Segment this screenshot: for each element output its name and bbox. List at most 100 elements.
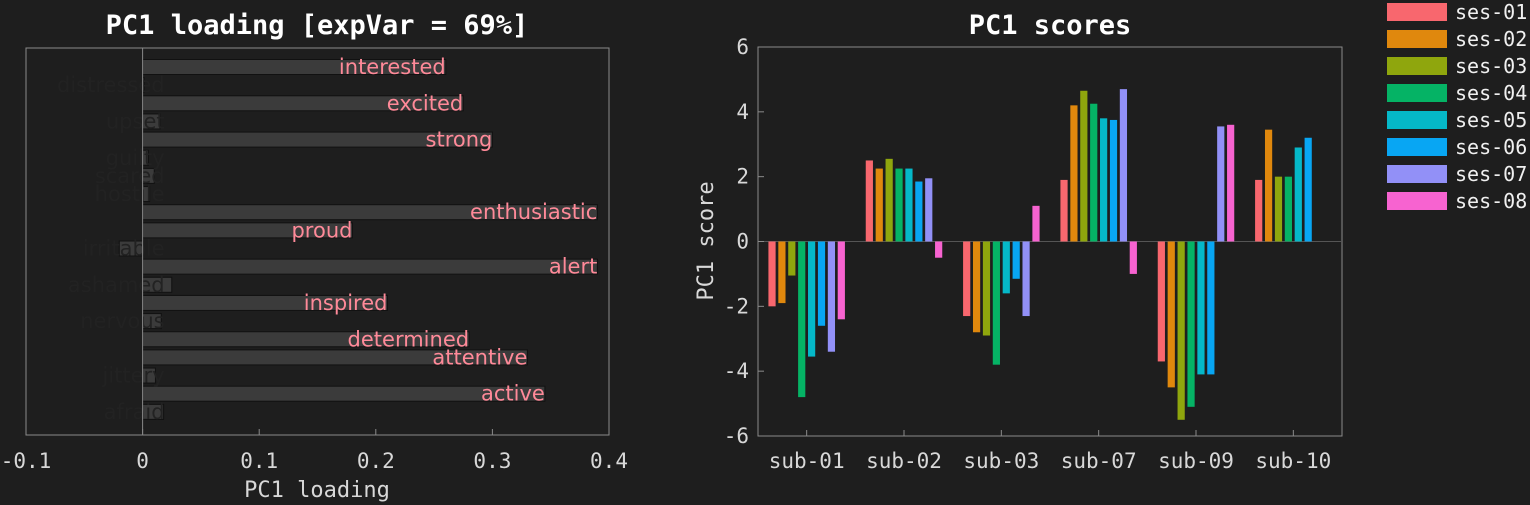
loading-bar-label: inspired bbox=[304, 291, 388, 315]
x-tick-label: sub-09 bbox=[1158, 449, 1234, 473]
score-bar bbox=[875, 168, 883, 242]
loading-bar-label: proud bbox=[291, 218, 352, 242]
score-bar bbox=[1187, 241, 1195, 407]
y-tick-label: -2 bbox=[724, 294, 749, 318]
legend-swatch bbox=[1387, 84, 1447, 102]
loading-bar-label: hostile bbox=[95, 182, 165, 206]
legend-label: ses-02 bbox=[1455, 27, 1527, 51]
loading-bar-label: nervous bbox=[80, 309, 164, 333]
score-bar bbox=[1002, 241, 1010, 294]
score-bar bbox=[1294, 147, 1302, 242]
score-bar bbox=[935, 241, 943, 258]
x-tick-label: sub-01 bbox=[769, 449, 845, 473]
loading-bar-label: active bbox=[481, 382, 545, 406]
score-bar bbox=[1032, 205, 1040, 242]
x-tick-label: -0.1 bbox=[1, 449, 52, 473]
score-bar bbox=[1177, 241, 1185, 420]
score-bar bbox=[1157, 241, 1165, 362]
loading-x-axis-label: PC1 loading bbox=[244, 478, 390, 503]
loading-bar-label: guilty bbox=[106, 146, 165, 170]
score-bar bbox=[1022, 241, 1030, 317]
x-tick-label: 0 bbox=[136, 449, 149, 473]
score-bar bbox=[817, 241, 826, 326]
x-tick-label: 0.1 bbox=[240, 449, 278, 473]
score-bar bbox=[1129, 241, 1137, 274]
score-bar bbox=[1217, 126, 1225, 242]
loading-bar-label: irritable bbox=[83, 237, 165, 261]
loading-plot-area bbox=[25, 47, 610, 436]
legend-label: ses-03 bbox=[1455, 54, 1527, 78]
loading-bar-label: enthusiastic bbox=[470, 200, 597, 224]
loading-chart-title: PC1 loading [expVar = 69%] bbox=[106, 10, 529, 41]
score-bar bbox=[915, 181, 923, 242]
y-tick-label: -6 bbox=[724, 424, 749, 448]
legend-label: ses-04 bbox=[1455, 81, 1527, 105]
loading-chart: PC1 loading [expVar = 69%] interested dis… bbox=[1, 10, 628, 503]
score-bar bbox=[1090, 103, 1098, 242]
score-bar bbox=[768, 241, 776, 307]
score-bar bbox=[1109, 119, 1118, 242]
score-bar bbox=[1012, 241, 1020, 279]
x-tick-label: 0.4 bbox=[590, 449, 628, 473]
legend-swatch bbox=[1387, 192, 1447, 210]
score-bar bbox=[1060, 179, 1068, 242]
loading-bar-label: upset bbox=[106, 109, 165, 133]
x-tick-label: sub-02 bbox=[866, 449, 942, 473]
legend-label: ses-07 bbox=[1455, 162, 1527, 186]
loading-bar-label: scared bbox=[95, 164, 165, 188]
score-bar bbox=[798, 241, 806, 398]
score-bar bbox=[1284, 176, 1292, 242]
loading-bar-label: jittery bbox=[101, 364, 164, 388]
score-bar bbox=[982, 241, 991, 336]
score-bar bbox=[972, 241, 981, 333]
score-bar bbox=[1197, 241, 1205, 375]
score-bar bbox=[1100, 118, 1108, 242]
y-tick-label: 2 bbox=[736, 165, 749, 189]
loading-bar-label: afraid bbox=[104, 400, 165, 424]
x-tick-label: sub-07 bbox=[1061, 449, 1137, 473]
legend-label: ses-05 bbox=[1455, 108, 1527, 132]
score-bar bbox=[1274, 176, 1283, 242]
score-bar bbox=[837, 241, 845, 320]
legend-swatch bbox=[1387, 165, 1447, 183]
loading-bar bbox=[142, 258, 598, 275]
score-bar bbox=[827, 241, 836, 352]
scores-legend: ses-01 ses-02 ses-03 ses-04 ses-05 ses-06 ses-… bbox=[1387, 0, 1527, 213]
scores-y-axis-label: PC1 score bbox=[694, 181, 719, 300]
score-bar bbox=[905, 168, 913, 242]
score-bar bbox=[1070, 105, 1078, 242]
score-bar bbox=[865, 160, 873, 242]
score-bar bbox=[788, 241, 796, 276]
legend-label: ses-08 bbox=[1455, 189, 1527, 213]
legend-swatch bbox=[1387, 57, 1447, 75]
y-tick-label: 0 bbox=[736, 230, 749, 254]
score-bar bbox=[992, 241, 1000, 365]
legend-swatch bbox=[1387, 3, 1447, 21]
y-tick-label: 6 bbox=[736, 35, 749, 59]
legend-label: ses-06 bbox=[1455, 135, 1527, 159]
score-bar bbox=[1167, 241, 1175, 388]
score-bar bbox=[1080, 90, 1088, 242]
loading-bar-label: determined bbox=[348, 327, 470, 351]
y-tick-label: 4 bbox=[736, 100, 749, 124]
legend-swatch bbox=[1387, 111, 1447, 129]
score-bar bbox=[778, 241, 786, 304]
score-bar bbox=[1227, 124, 1235, 242]
loading-bar-label: attentive bbox=[432, 345, 527, 369]
score-bar bbox=[963, 241, 971, 317]
score-bar bbox=[1264, 129, 1273, 242]
score-bar bbox=[808, 241, 816, 357]
legend-swatch bbox=[1387, 138, 1447, 156]
score-bar bbox=[885, 158, 893, 242]
score-bar bbox=[1119, 89, 1128, 242]
x-tick-label: 0.2 bbox=[357, 449, 395, 473]
score-bar bbox=[1255, 179, 1263, 242]
x-tick-label: sub-10 bbox=[1255, 449, 1331, 473]
x-tick-label: 0.3 bbox=[473, 449, 511, 473]
loading-bar-label: strong bbox=[426, 128, 493, 152]
x-tick-label: sub-03 bbox=[963, 449, 1039, 473]
loading-bar-label: alert bbox=[549, 255, 598, 279]
scores-chart: PC1 scores -6 -4 -2 0 2 4 6 sub-01 sub-02 sub-03 s… bbox=[694, 10, 1343, 473]
scores-chart-title: PC1 scores bbox=[969, 10, 1132, 41]
loading-bar-label: excited bbox=[387, 91, 463, 115]
